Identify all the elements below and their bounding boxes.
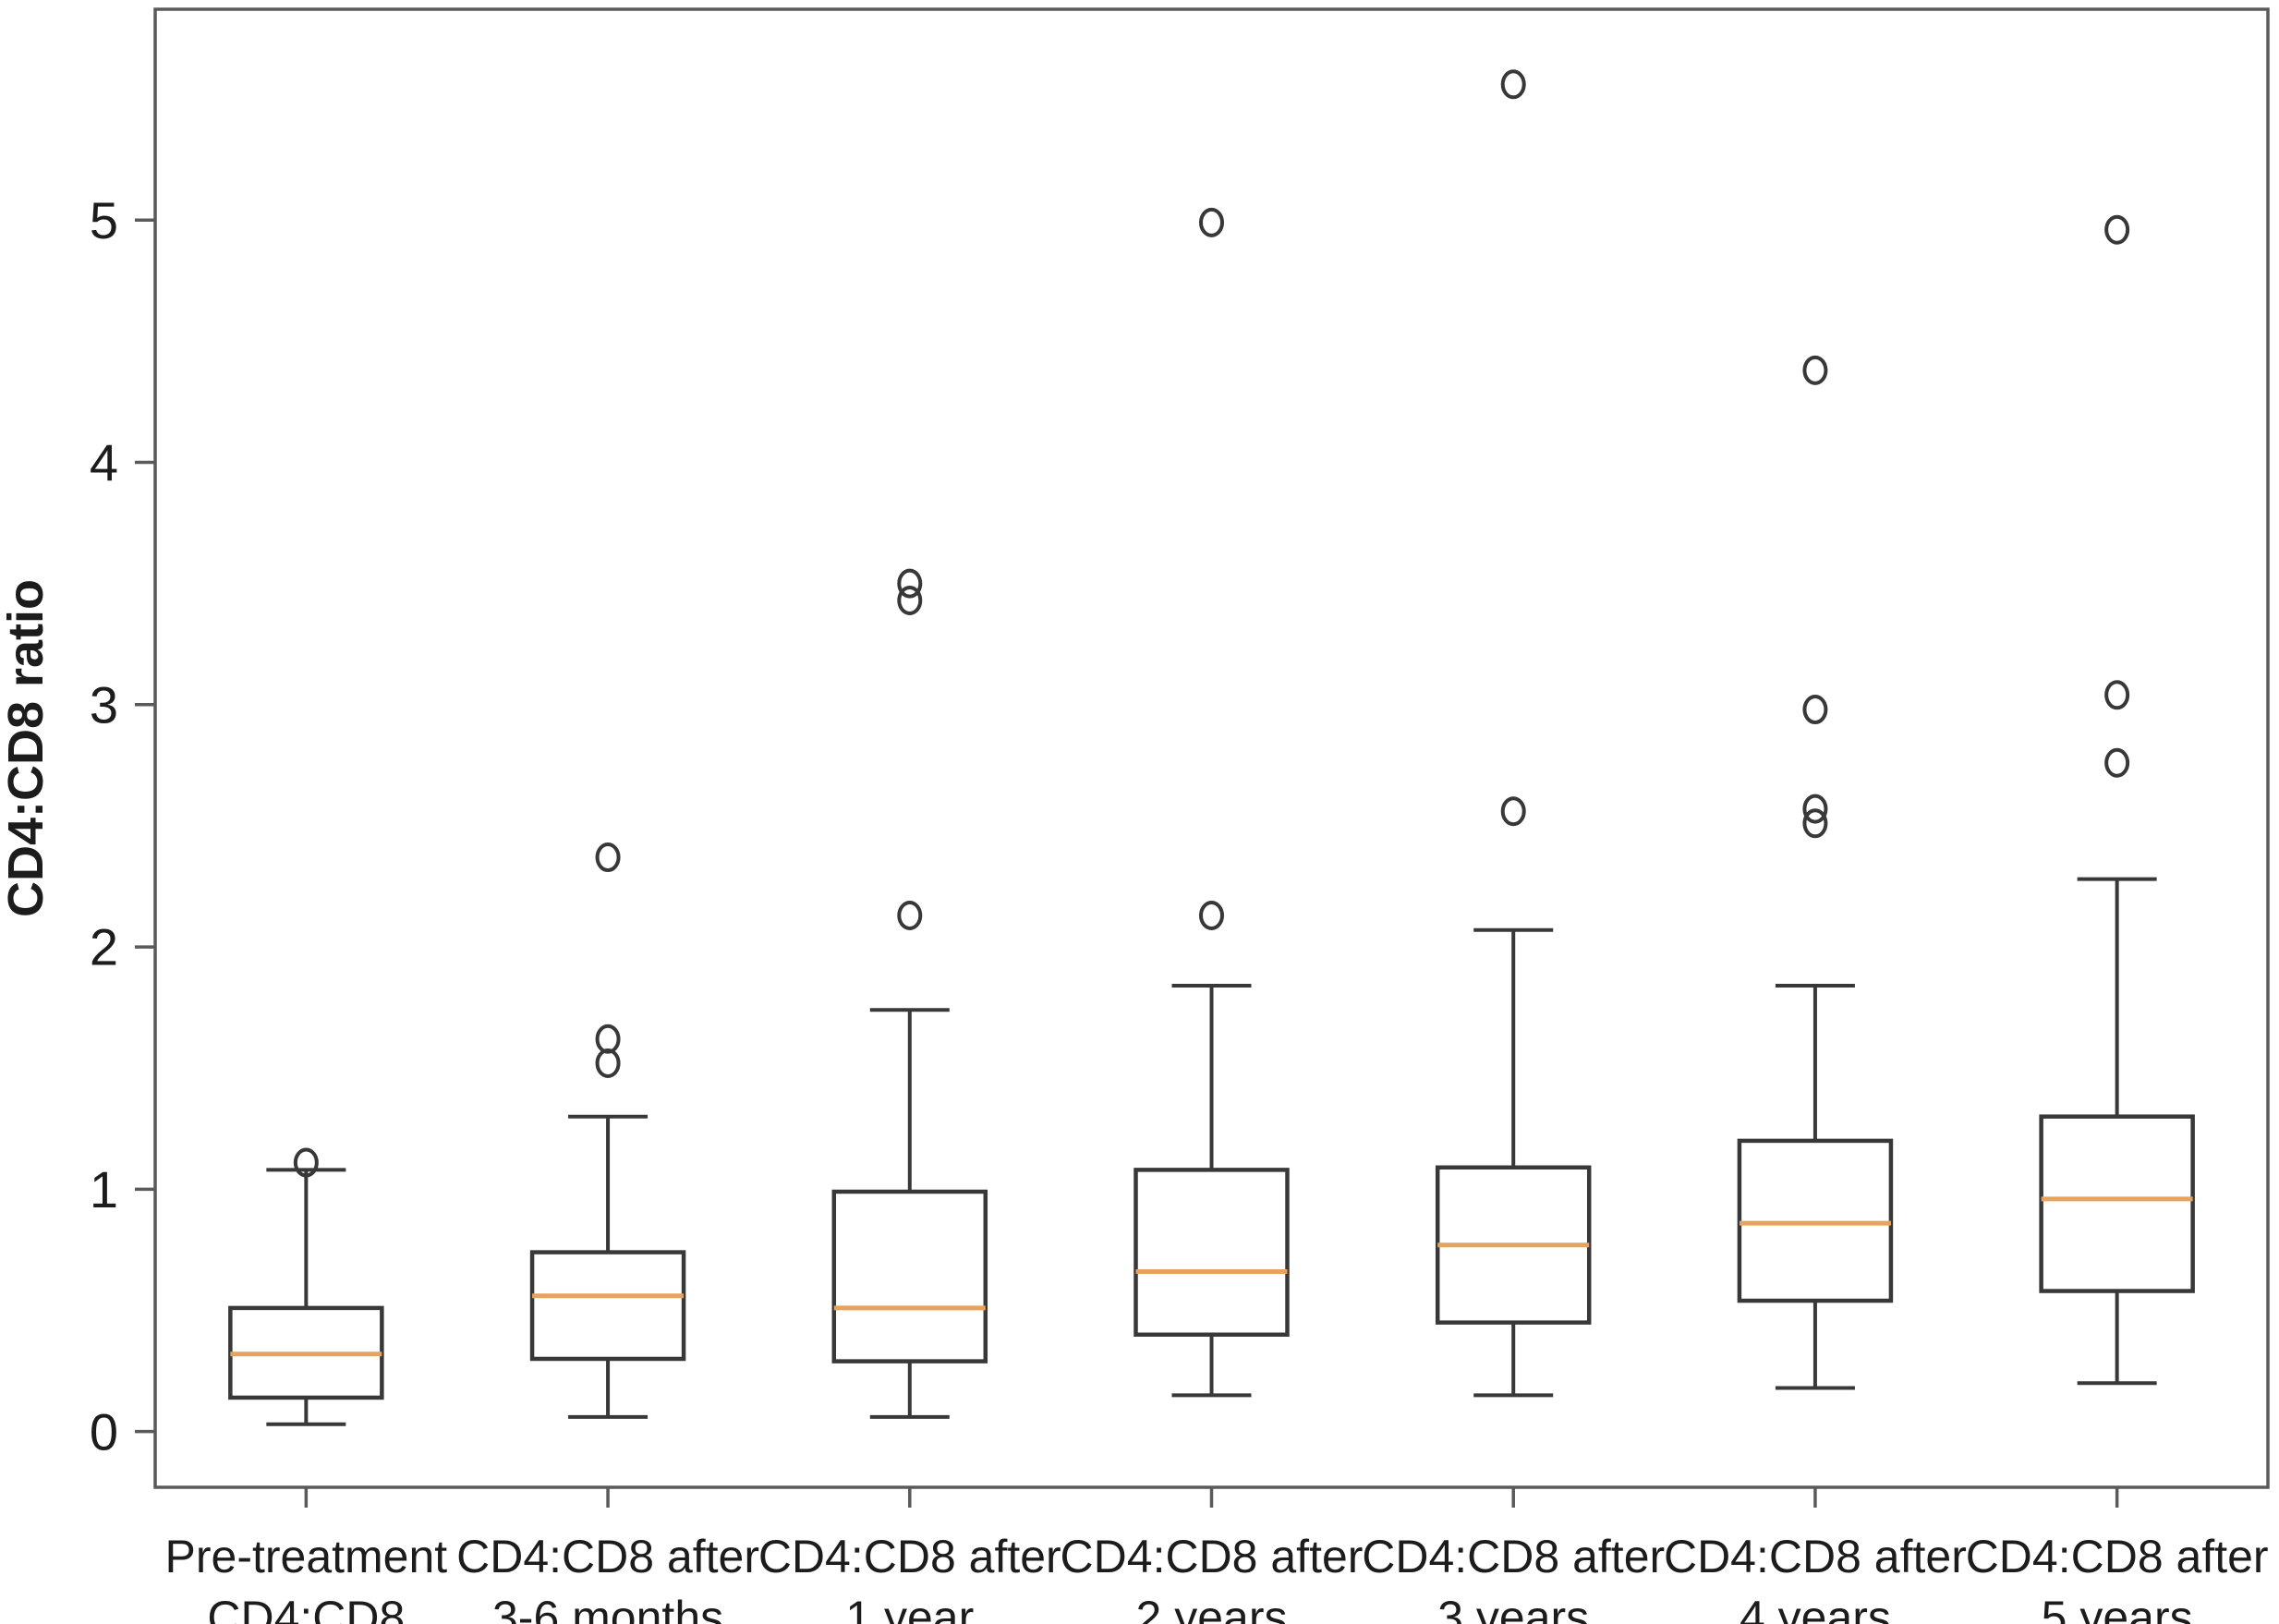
category-label: CD4:CD8 after xyxy=(456,1531,759,1582)
category-label: 5 years xyxy=(2042,1592,2193,1624)
category-label: CD4:CD8 xyxy=(207,1592,405,1624)
category-label: CD4:CD8 after xyxy=(758,1531,1061,1582)
y-tick-label: 4 xyxy=(90,433,118,491)
outlier-point xyxy=(1802,355,1828,385)
outlier-point xyxy=(2104,747,2130,778)
y-tick-label: 1 xyxy=(90,1160,118,1218)
category-label: 1 year xyxy=(845,1592,974,1624)
outlier-point xyxy=(1199,900,1224,930)
outlier-point xyxy=(1500,69,1526,100)
y-tick-label: 2 xyxy=(90,918,118,976)
box xyxy=(1133,1168,1290,1338)
box xyxy=(831,1189,988,1363)
category-label: 3 years xyxy=(1437,1592,1589,1624)
y-tick-label: 0 xyxy=(90,1402,118,1460)
box xyxy=(2039,1114,2195,1293)
category-label: 3-6 months xyxy=(492,1592,723,1624)
outlier-point xyxy=(595,1024,621,1054)
category-label: CD4:CD8 after xyxy=(1966,1531,2269,1582)
box xyxy=(1737,1138,1894,1303)
outlier-point xyxy=(595,842,621,873)
category-label: 4 years xyxy=(1740,1592,1891,1624)
category-label: Pre-treatment xyxy=(165,1531,448,1582)
outlier-point xyxy=(1802,695,1828,725)
y-tick-label: 3 xyxy=(90,675,118,733)
box xyxy=(529,1250,686,1362)
y-tick-label: 5 xyxy=(90,191,118,249)
category-label: CD4:CD8 after xyxy=(1061,1531,1364,1582)
y-axis-title: CD4:CD8 ratio xyxy=(0,579,54,917)
outlier-point xyxy=(897,900,923,930)
category-label: CD4:CD8 after xyxy=(1362,1531,1665,1582)
outlier-point xyxy=(1500,796,1526,827)
outlier-point xyxy=(1199,207,1224,237)
outlier-point xyxy=(2104,680,2130,710)
outlier-point xyxy=(1802,808,1828,839)
outlier-point xyxy=(2104,214,2130,245)
outlier-point xyxy=(1802,794,1828,824)
category-label: 2 years xyxy=(1136,1592,1288,1624)
outlier-point xyxy=(293,1147,319,1178)
category-label: CD4:CD8 after xyxy=(1664,1531,1967,1582)
outlier-point xyxy=(897,586,923,615)
outlier-point xyxy=(897,568,923,599)
